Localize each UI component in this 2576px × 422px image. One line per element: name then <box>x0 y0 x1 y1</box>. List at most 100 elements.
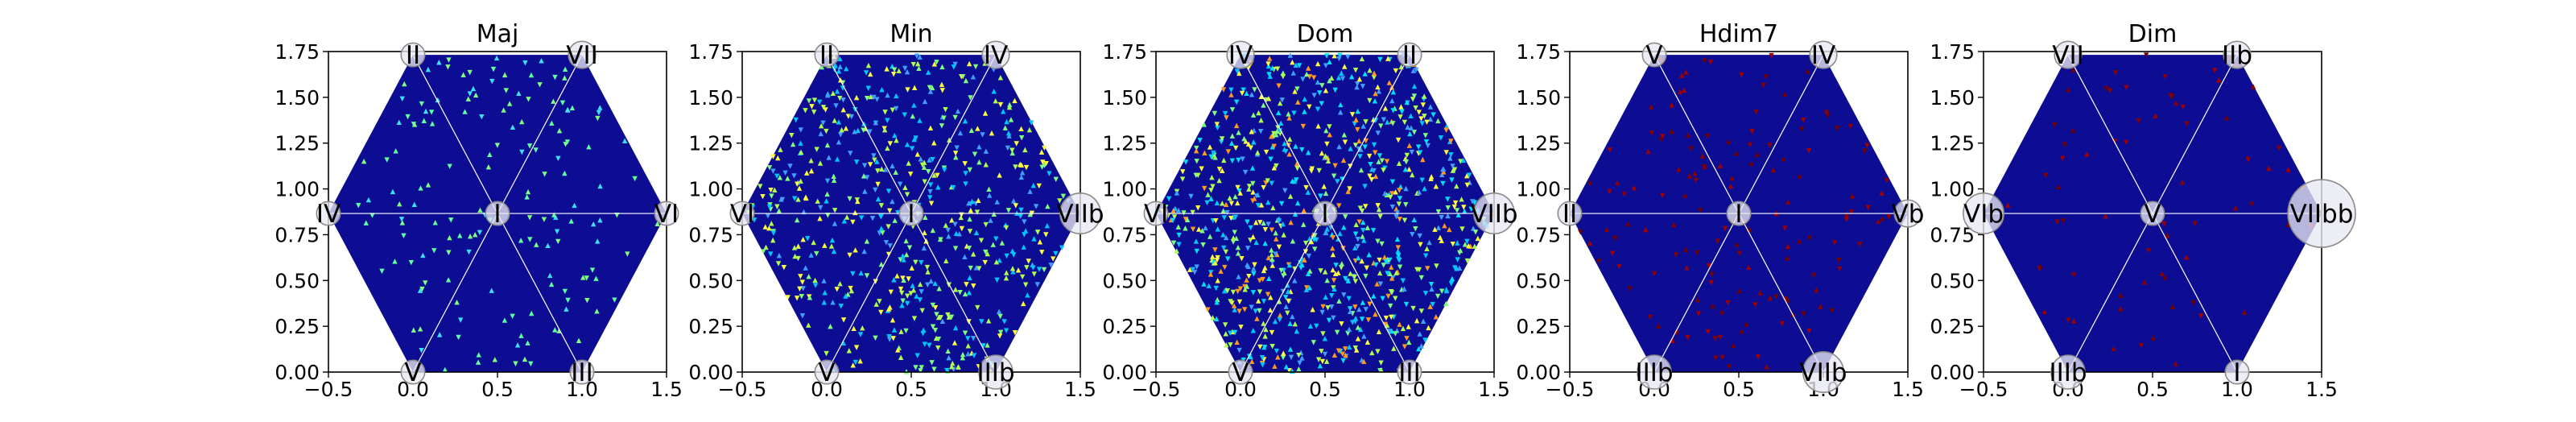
density-cell <box>799 313 806 319</box>
density-cell <box>1030 182 1036 188</box>
density-cell <box>431 248 437 254</box>
density-cell <box>1745 264 1752 271</box>
density-cell <box>1454 208 1460 213</box>
density-cell <box>2266 165 2272 172</box>
density-cell <box>1695 311 1702 316</box>
density-cell <box>1360 84 1366 89</box>
density-cell <box>1423 139 1430 145</box>
density-cell <box>855 127 861 134</box>
density-cell <box>1005 145 1011 151</box>
density-cell <box>1194 159 1199 164</box>
density-cell <box>800 237 806 242</box>
density-cell <box>1779 321 1785 327</box>
density-cell <box>1222 322 1228 328</box>
density-cell <box>1294 160 1300 167</box>
density-cell <box>2190 300 2196 306</box>
density-cell <box>1382 190 1388 197</box>
density-cell <box>1190 267 1196 273</box>
density-cell <box>1341 132 1348 138</box>
density-cell <box>1265 63 1272 69</box>
density-cell <box>975 126 980 131</box>
density-cell <box>1190 226 1196 233</box>
density-cell <box>957 289 963 296</box>
density-cell <box>1420 156 1426 163</box>
density-cell <box>837 132 844 138</box>
density-cell <box>1376 329 1382 335</box>
density-cell <box>1294 166 1300 172</box>
density-cell <box>525 188 531 195</box>
density-cell <box>1256 110 1261 116</box>
density-cell <box>1348 73 1355 80</box>
density-cell <box>1302 249 1309 254</box>
density-cell <box>1462 242 1468 247</box>
density-cell <box>861 173 867 179</box>
density-cell <box>1323 153 1328 159</box>
density-cell <box>951 64 956 70</box>
density-cell <box>1021 244 1026 250</box>
density-cell <box>1009 150 1015 156</box>
density-cell <box>1248 354 1253 360</box>
density-cell <box>1183 225 1188 231</box>
density-cell <box>1373 262 1379 268</box>
density-cell <box>972 151 978 157</box>
density-cell <box>1338 101 1344 108</box>
density-cell <box>1335 75 1342 81</box>
density-cell <box>1330 246 1335 251</box>
density-cell <box>921 245 927 251</box>
density-cell <box>1422 337 1428 343</box>
density-cell <box>1375 84 1381 90</box>
density-cell <box>2184 121 2190 127</box>
density-cell <box>1232 230 1237 235</box>
density-cell <box>769 193 774 199</box>
density-cell <box>1287 52 1294 58</box>
density-cell <box>1249 358 1255 365</box>
node-label: VII <box>566 41 598 70</box>
density-cell <box>408 259 414 266</box>
density-cell <box>1409 149 1415 155</box>
density-cell <box>1385 322 1390 329</box>
y-tick-label: 1.25 <box>1930 132 1975 155</box>
density-cell <box>1389 204 1396 210</box>
density-cell <box>1233 99 1240 106</box>
density-cell <box>1445 205 1451 211</box>
density-cell <box>822 242 828 248</box>
density-cell <box>934 312 939 317</box>
density-cell <box>1194 264 1199 270</box>
density-cell <box>946 137 952 143</box>
density-cell <box>1254 316 1260 321</box>
density-cell <box>1438 135 1444 141</box>
density-cell <box>1427 304 1433 309</box>
density-cell <box>1388 303 1393 309</box>
density-cell <box>831 248 837 254</box>
density-cell <box>789 132 795 139</box>
density-cell <box>814 250 819 257</box>
density-cell <box>1761 82 1766 89</box>
density-cell <box>785 295 791 300</box>
density-cell <box>910 61 916 68</box>
density-cell <box>597 105 603 110</box>
density-cell <box>396 201 402 207</box>
density-cell <box>886 224 891 230</box>
density-cell <box>800 286 806 292</box>
density-cell <box>875 168 881 174</box>
y-tick-label: 1.25 <box>688 132 733 155</box>
density-cell <box>941 115 947 121</box>
density-cell <box>997 329 1004 336</box>
node-label: IV <box>1228 41 1253 70</box>
density-cell <box>445 277 452 283</box>
density-cell <box>1224 209 1230 216</box>
density-cell <box>1302 96 1307 102</box>
density-cell <box>1836 257 1842 263</box>
density-cell <box>1393 206 1399 212</box>
density-cell <box>832 118 837 123</box>
density-cell <box>1324 141 1330 147</box>
density-cell <box>909 146 915 151</box>
density-cell <box>1246 184 1253 189</box>
density-cell <box>2150 335 2156 341</box>
density-cell <box>1736 288 1742 294</box>
density-cell <box>365 197 372 203</box>
density-cell <box>1220 208 1226 213</box>
density-cell <box>1248 225 1253 231</box>
density-cell <box>848 151 853 156</box>
density-cell <box>873 279 878 284</box>
